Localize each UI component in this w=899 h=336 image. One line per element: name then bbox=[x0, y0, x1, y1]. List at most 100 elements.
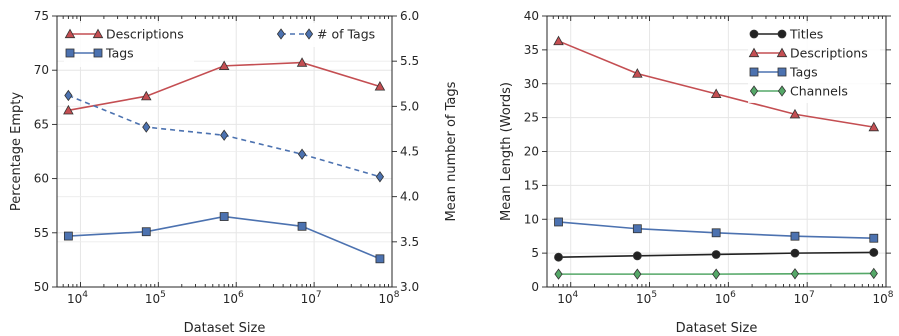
y-tick-label: 75 bbox=[34, 9, 49, 23]
legend-marker bbox=[748, 47, 760, 58]
series-channels bbox=[554, 267, 878, 280]
x-tick-base: 10 bbox=[145, 292, 160, 306]
series-tags bbox=[554, 217, 879, 243]
legend: # of Tags bbox=[275, 23, 389, 47]
series-tags bbox=[63, 212, 385, 264]
data-point bbox=[297, 148, 307, 160]
x-axis-title: Dataset Size bbox=[184, 321, 266, 336]
data-point bbox=[868, 121, 880, 132]
legend-marker bbox=[777, 67, 787, 77]
data-point bbox=[553, 35, 564, 46]
x-tick-exponent: 5 bbox=[160, 290, 166, 300]
x-tick-base: 10 bbox=[636, 292, 651, 306]
x-tick-exponent: 6 bbox=[730, 290, 736, 300]
data-point bbox=[711, 228, 721, 238]
x-tick-base: 10 bbox=[67, 292, 82, 306]
series-descriptions bbox=[553, 35, 880, 132]
y2-tick-label: 3.0 bbox=[400, 280, 419, 294]
y2-tick-label: 4.0 bbox=[400, 190, 419, 204]
legend-marker bbox=[304, 28, 314, 40]
legend: Descriptions Tags bbox=[64, 23, 194, 67]
legend-marker bbox=[749, 29, 759, 39]
data-point bbox=[64, 89, 73, 102]
x-tick-label: 108 bbox=[872, 290, 893, 306]
data-point bbox=[374, 81, 386, 91]
data-point bbox=[633, 268, 642, 280]
data-point bbox=[141, 227, 151, 237]
series-titles bbox=[554, 248, 879, 262]
y-tick-label: 25 bbox=[524, 111, 539, 125]
y2-tick-label: 5.5 bbox=[400, 54, 419, 68]
legend-box bbox=[64, 23, 194, 67]
series-descriptions bbox=[63, 57, 386, 115]
y-tick-label: 10 bbox=[524, 212, 539, 226]
data-point bbox=[219, 212, 229, 221]
x-tick-base: 10 bbox=[223, 292, 238, 306]
legend-label: Titles bbox=[789, 27, 823, 42]
data-point bbox=[790, 268, 800, 280]
data-point bbox=[632, 68, 643, 78]
legend-box bbox=[748, 23, 880, 103]
x-tick-label: 105 bbox=[145, 290, 166, 306]
legend-label: Descriptions bbox=[790, 46, 868, 61]
data-point bbox=[869, 233, 879, 243]
x-tick-base: 10 bbox=[301, 292, 316, 306]
data-point bbox=[296, 57, 308, 67]
y-tick-label: 65 bbox=[34, 117, 49, 131]
x-tick-exponent: 8 bbox=[888, 290, 894, 300]
x-tick-label: 108 bbox=[378, 290, 399, 306]
series--of-tags bbox=[64, 89, 385, 183]
x-tick-exponent: 5 bbox=[651, 290, 657, 300]
x-tick-label: 106 bbox=[715, 290, 736, 306]
data-point bbox=[142, 121, 151, 133]
data-point bbox=[375, 254, 385, 264]
data-point bbox=[869, 267, 878, 280]
legend-label: Tags bbox=[789, 65, 818, 80]
x-tick-label: 107 bbox=[794, 290, 815, 306]
y2-axis-title: Mean number of Tags bbox=[444, 81, 459, 221]
y-axis-title: Percentage Empty bbox=[9, 92, 24, 211]
data-point bbox=[63, 104, 74, 115]
legend-label: Channels bbox=[790, 84, 848, 99]
y-tick-label: 70 bbox=[34, 63, 49, 77]
y-axis-title: Mean Length (Words) bbox=[499, 82, 514, 221]
legend-marker bbox=[65, 48, 75, 58]
x-tick-base: 10 bbox=[378, 292, 393, 306]
legend-marker bbox=[777, 85, 787, 97]
legend-marker bbox=[749, 67, 759, 77]
x-tick-label: 107 bbox=[301, 290, 322, 306]
y-tick-label: 30 bbox=[524, 77, 539, 91]
y2-tick-label: 6.0 bbox=[400, 9, 419, 23]
y-tick-label: 20 bbox=[524, 145, 539, 159]
legend-marker bbox=[777, 29, 787, 39]
data-point bbox=[218, 60, 230, 70]
x-tick-label: 104 bbox=[557, 290, 578, 306]
y2-tick-label: 5.0 bbox=[400, 99, 419, 113]
y-tick-label: 60 bbox=[34, 172, 49, 186]
data-point bbox=[632, 251, 642, 261]
data-point bbox=[554, 217, 563, 227]
y2-tick-label: 3.5 bbox=[400, 235, 419, 249]
data-point bbox=[790, 231, 800, 241]
data-point bbox=[712, 268, 721, 280]
x-tick-label: 105 bbox=[636, 290, 657, 306]
x-tick-base: 10 bbox=[872, 292, 887, 306]
x-tick-exponent: 7 bbox=[316, 290, 322, 300]
data-point bbox=[63, 231, 73, 241]
x-tick-exponent: 4 bbox=[82, 290, 88, 300]
x-tick-exponent: 8 bbox=[394, 290, 400, 300]
data-point bbox=[869, 248, 879, 257]
legend-marker bbox=[92, 28, 104, 39]
y-tick-label: 15 bbox=[524, 178, 539, 192]
legend-box bbox=[275, 23, 389, 47]
x-tick-label: 106 bbox=[223, 290, 244, 306]
y2-tick-label: 4.5 bbox=[400, 145, 419, 159]
x-axis-title: Dataset Size bbox=[676, 321, 758, 336]
y-tick-label: 0 bbox=[531, 280, 539, 294]
x-tick-base: 10 bbox=[794, 292, 809, 306]
data-point bbox=[790, 248, 800, 258]
data-point bbox=[632, 224, 642, 234]
data-point bbox=[554, 252, 563, 262]
legend-marker bbox=[64, 28, 76, 39]
